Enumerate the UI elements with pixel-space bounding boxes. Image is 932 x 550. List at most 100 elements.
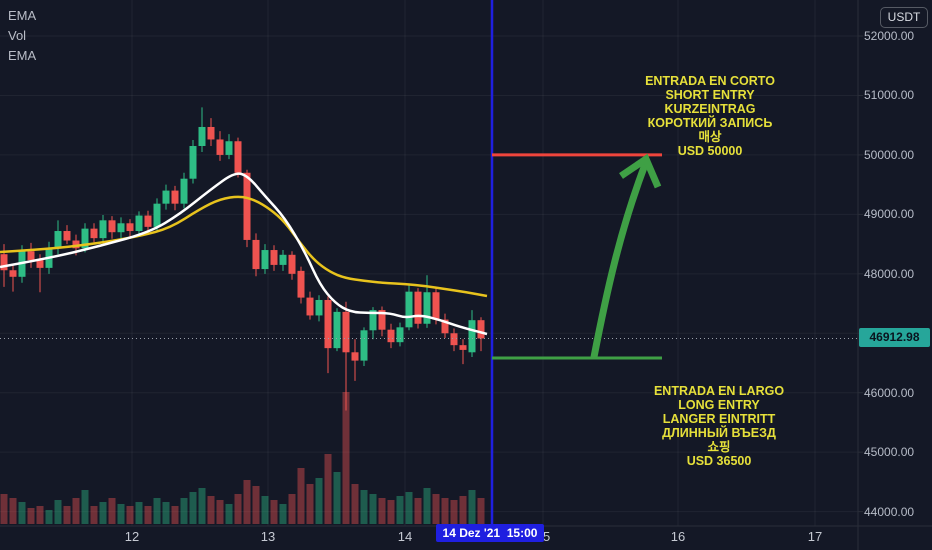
indicator-label-ema-1[interactable]: EMA: [8, 8, 37, 23]
volume-bar: [63, 506, 71, 524]
volume-bar: [378, 498, 386, 524]
price-tick-label: 50000.00: [864, 147, 915, 162]
time-tick-label: 16: [670, 529, 686, 544]
volume-bar: [171, 506, 179, 524]
candle-body: [369, 310, 377, 331]
candle-body: [72, 240, 80, 249]
volume-bar: [180, 498, 188, 524]
volume-bar: [216, 500, 224, 524]
up-arrow[interactable]: [590, 160, 650, 358]
candle-body: [54, 231, 62, 249]
candle-body: [135, 215, 143, 232]
volume-bar: [234, 494, 242, 524]
volume-bar: [414, 498, 422, 524]
candle-body: [414, 291, 422, 324]
candle-body: [99, 220, 107, 239]
candle-body: [90, 228, 98, 239]
volume-bar: [207, 496, 215, 524]
candle-body: [189, 146, 197, 179]
candle-body: [0, 254, 8, 271]
time-tick-label: 13: [260, 529, 276, 544]
candle-body: [171, 190, 179, 204]
candle-body: [153, 203, 161, 227]
time-tick-label: 12: [124, 529, 140, 544]
ema-fast-line: [0, 172, 488, 336]
volume-bar: [324, 454, 332, 524]
annotation-line: SHORT ENTRY: [665, 88, 755, 102]
candle-body: [441, 319, 449, 334]
candle-body: [351, 352, 359, 361]
price-tick-label: 52000.00: [864, 29, 915, 44]
volume-bar: [459, 496, 467, 524]
volume-bar: [360, 490, 368, 524]
currency-badge[interactable]: USDT: [880, 7, 928, 28]
annotation-line: ENTRADA EN LARGO: [653, 384, 785, 398]
indicator-label-vol[interactable]: Vol: [8, 28, 27, 43]
volume-bar: [153, 498, 161, 524]
volume-bar: [189, 492, 197, 524]
price-tick-label: 48000.00: [864, 266, 915, 281]
annotation-line: 쇼핑: [707, 440, 731, 454]
volume-bar: [54, 500, 62, 524]
volume-bar: [126, 506, 134, 524]
volume-bar: [108, 498, 116, 524]
volume-bar: [36, 506, 44, 524]
price-tick-label: 44000.00: [864, 504, 915, 519]
candle-body: [126, 223, 134, 232]
annotation-line: ДЛИННЫЙ ВЪЕЗД: [662, 426, 776, 440]
candle-body: [405, 291, 413, 328]
candle-body: [27, 251, 35, 261]
candle-body: [387, 329, 395, 343]
volume-bar: [351, 484, 359, 524]
candle-body: [360, 330, 368, 361]
volume-bar: [306, 484, 314, 524]
annotation-line: LONG ENTRY: [678, 398, 760, 412]
candle-body: [117, 223, 125, 233]
candle-body: [432, 292, 440, 320]
price-tick-label: 49000.00: [864, 207, 915, 222]
candle-body: [216, 139, 224, 155]
candle-body: [333, 311, 341, 349]
volume-bar: [405, 492, 413, 524]
volume-bar: [396, 496, 404, 524]
candle-body: [81, 228, 89, 249]
candle-body: [477, 320, 485, 339]
volume-bar: [477, 498, 485, 524]
price-tick-label: 51000.00: [864, 88, 915, 103]
time-tick-label: 17: [807, 529, 823, 544]
volume-bar: [135, 502, 143, 524]
annotation-line: КОРОТКИЙ ЗАПИСЬ: [647, 116, 773, 130]
candle-body: [297, 270, 305, 298]
volume-bar: [198, 488, 206, 524]
volume-bar: [270, 500, 278, 524]
candle-body: [162, 190, 170, 204]
volume-bar: [315, 478, 323, 524]
up-arrow-head[interactable]: [619, 153, 662, 189]
volume-bar: [468, 490, 476, 524]
candle-body: [180, 178, 188, 204]
short-entry-annotation[interactable]: ENTRADA EN CORTO SHORT ENTRY KURZEINTRAG КО…: [645, 74, 775, 158]
annotation-line: 매상: [698, 130, 722, 144]
crosshair-time-badge: 14 Dez '21 15:00: [436, 524, 544, 542]
volume-bar: [9, 498, 17, 524]
volume-bar: [45, 510, 53, 524]
volume-bar: [225, 504, 233, 524]
long-entry-annotation[interactable]: ENTRADA EN LARGO LONG ENTRY LANGER EINTRIT…: [654, 384, 784, 468]
candle-body: [342, 311, 350, 353]
candle-body: [288, 254, 296, 274]
annotation-line: USD 36500: [686, 454, 752, 468]
candle-body: [243, 172, 251, 240]
price-tick-label: 45000.00: [864, 445, 915, 460]
indicator-label-ema-2[interactable]: EMA: [8, 48, 37, 63]
indicator-legend: EMA Vol EMA: [8, 6, 36, 66]
volume-bar: [333, 472, 341, 524]
annotation-line: USD 50000: [677, 144, 743, 158]
candle-body: [198, 126, 206, 147]
candle-body: [225, 141, 233, 155]
volume-bar: [243, 480, 251, 524]
volume-bar: [441, 498, 449, 524]
candle-body: [279, 254, 287, 265]
volume-bar: [279, 504, 287, 524]
